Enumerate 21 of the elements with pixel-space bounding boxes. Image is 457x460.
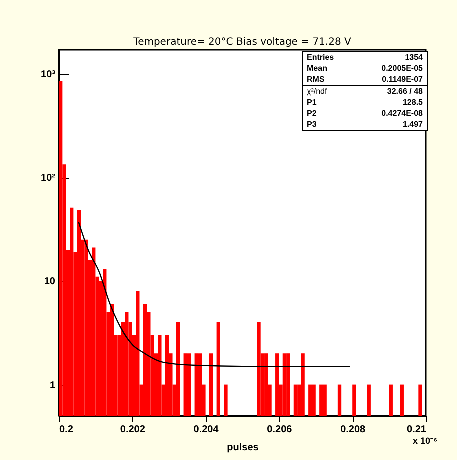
y-tick-label: 10 xyxy=(44,276,56,288)
text: RMS 0.1149E-07 xyxy=(307,75,423,84)
y-tick-label: 10² xyxy=(41,173,56,184)
x-tick-label: 0.202 xyxy=(120,424,146,436)
text: Mean 0.2005E-05 xyxy=(307,64,423,73)
x-axis-title: pulses xyxy=(227,442,260,454)
text: Entries 1354 xyxy=(307,53,423,62)
x-tick-label: 0.21 xyxy=(407,424,427,436)
text: x 10⁻⁶ xyxy=(413,435,438,447)
x-tick-label: 0.2 xyxy=(60,424,74,436)
x-tick-label: 0.206 xyxy=(267,424,293,436)
text: P2 0.4274E-08 xyxy=(307,109,423,118)
y-tick-label: 1 xyxy=(50,380,56,392)
line-series xyxy=(78,222,351,368)
text: P1 128.5 xyxy=(307,98,423,107)
chart-title: Temperature= 20°C Bias voltage = 71.28 V xyxy=(132,37,352,48)
text: P3 1.497 xyxy=(307,120,423,129)
x-tick-label: 0.208 xyxy=(340,424,366,436)
x-tick-label: 0.204 xyxy=(194,424,220,436)
text: χ²/ndf 32.66 / 48 xyxy=(307,87,423,96)
y-tick-label: 10³ xyxy=(41,69,56,80)
